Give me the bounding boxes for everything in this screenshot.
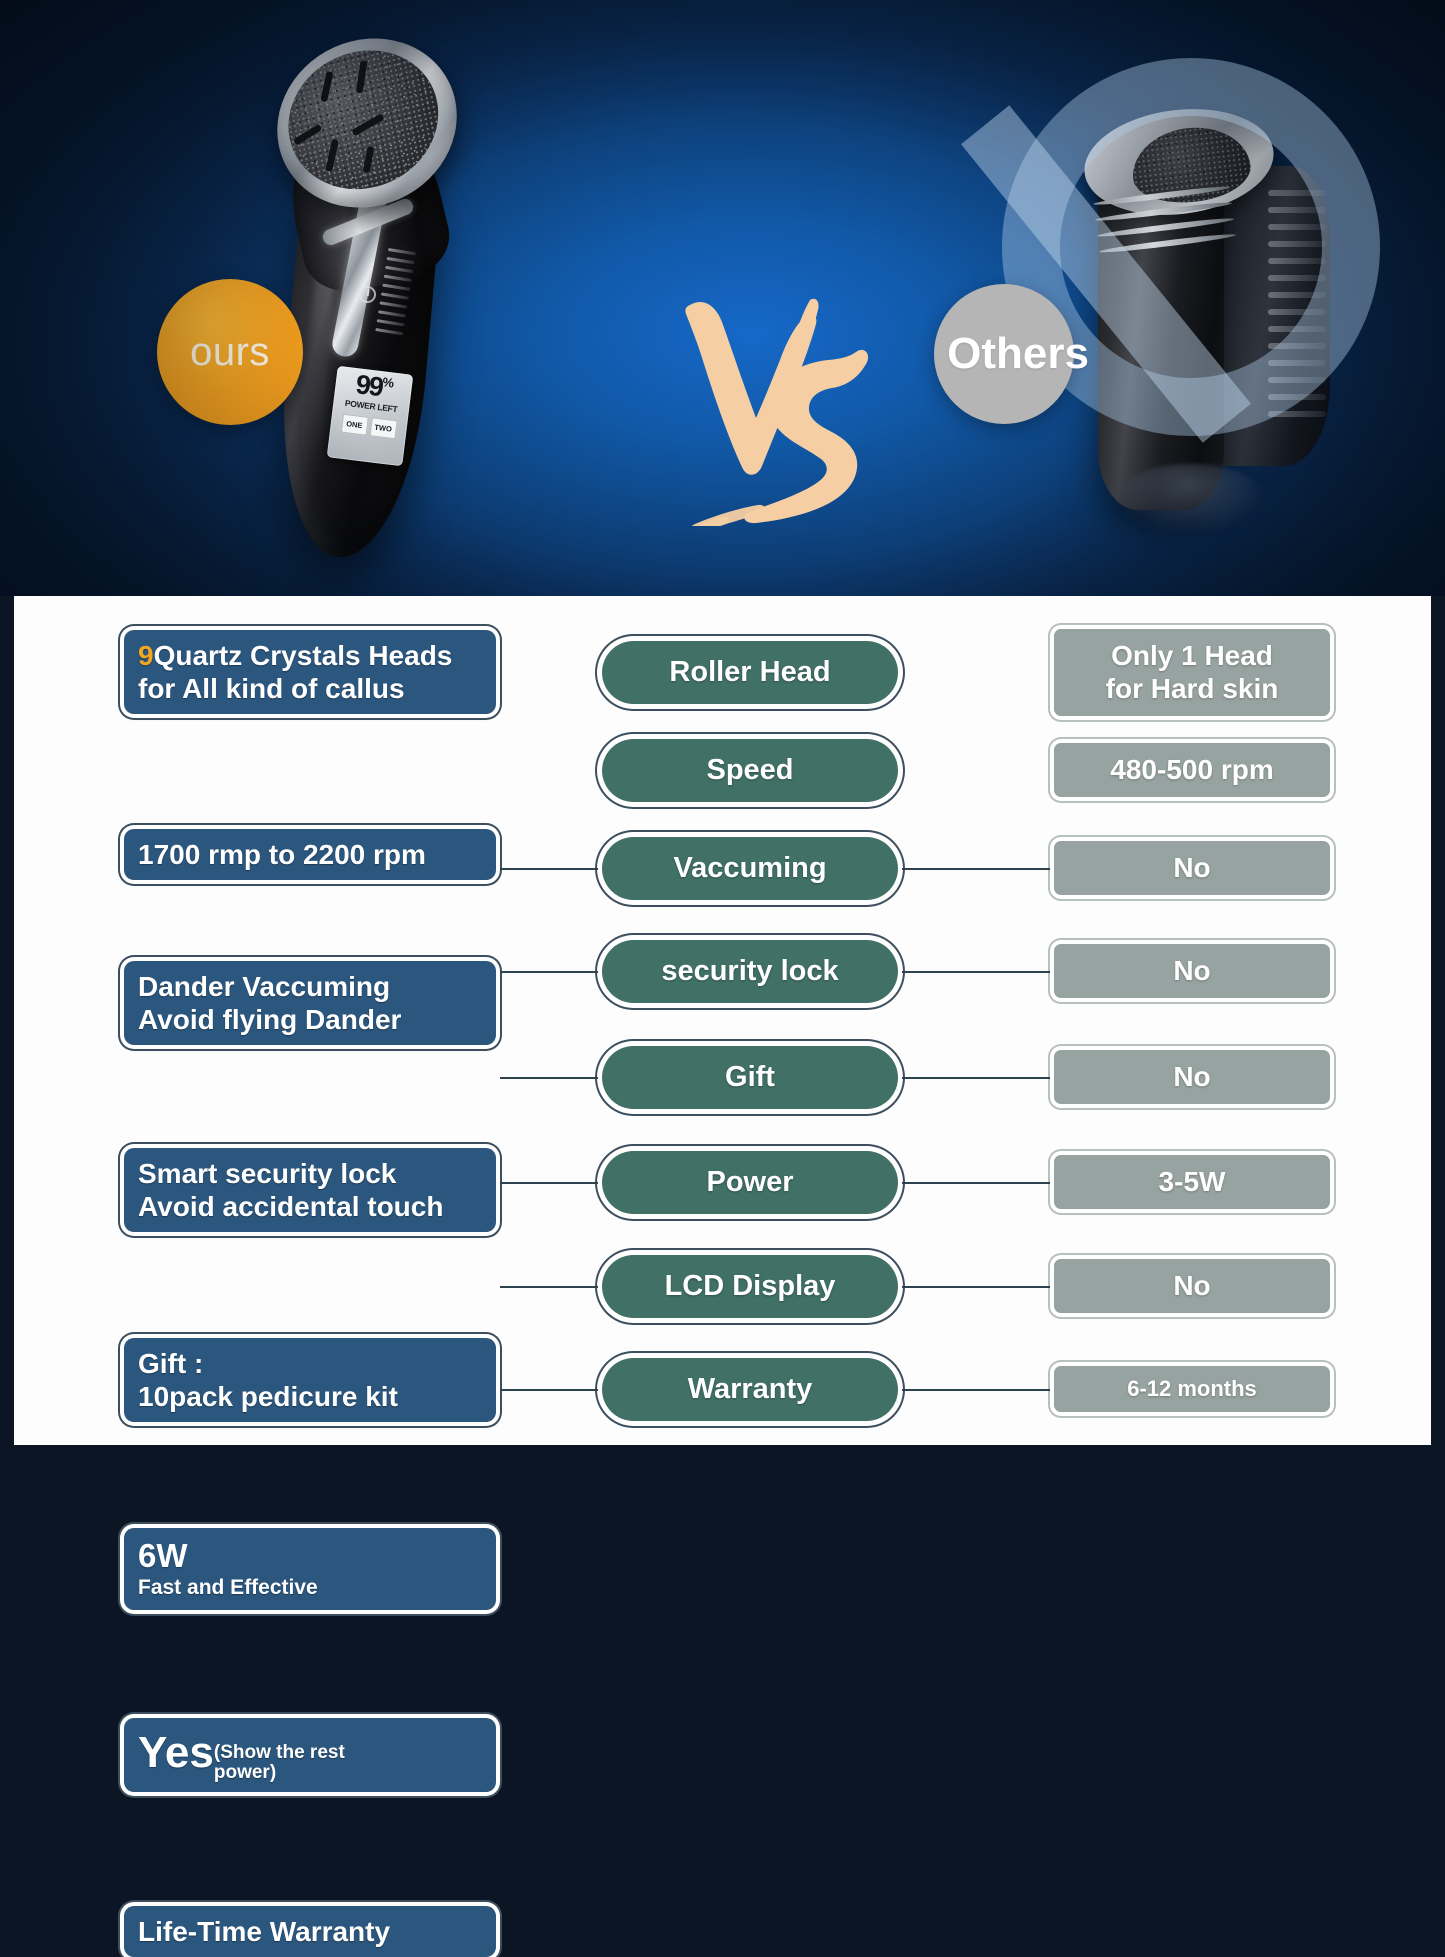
connector-right-6 [902,1286,1050,1288]
ours-value-main: Yes [138,1727,214,1777]
ours-value-5: 6W Fast and Effective [124,1528,496,1610]
others-badge-label: Others [947,329,1089,378]
feature-label-6: LCD Display [602,1254,898,1318]
ours-value-4: Gift :10pack pedicure kit [124,1338,496,1423]
others-value-line-0: No [1173,852,1211,883]
others-value-line-0: 3-5W [1158,1166,1226,1197]
feature-label-1: Speed [602,738,898,802]
feature-label-5: Power [602,1150,898,1214]
connector-left-4 [500,1077,598,1079]
ours-value-line-0: 1700 rmp to 2200 rpm [138,838,426,870]
others-value-6: No [1054,1259,1330,1313]
connector-right-3 [902,971,1050,973]
connector-left-2 [500,868,598,870]
others-value-2: No [1054,841,1330,895]
others-value-line-0: No [1173,1061,1211,1092]
connector-left-7 [500,1389,598,1391]
ours-value-line-0: Smart security lock [138,1158,397,1190]
connector-left-6 [500,1286,598,1288]
others-value-0: Only 1 Head for Hard skin [1054,628,1330,716]
feature-label-4: Gift [602,1045,898,1109]
ours-value-line-0: Dander Vaccuming [138,971,391,1003]
ours-badge-label: ours [190,329,270,374]
others-value-line-0: No [1173,1270,1211,1301]
others-value-5: 3-5W [1054,1155,1330,1209]
ours-badge: ours [157,279,303,425]
ours-value-line-1: for All kind of callus [138,673,405,705]
ours-value-main: 6W [138,1537,188,1575]
connector-right-7 [902,1389,1050,1391]
feature-label-2: Vaccuming [602,836,898,900]
connector-right-2 [902,868,1050,870]
vs-brush-mark [660,276,890,541]
connector-left-3 [500,971,598,973]
ours-value-line-1: 10pack pedicure kit [138,1381,398,1413]
others-value-line-0: 6-12 months [1127,1376,1257,1401]
others-device-grill [1268,190,1332,442]
lcd-percent-symbol: % [381,374,393,391]
ours-value-note: (Show the rest power) [213,1741,345,1783]
lcd-button-one: ONE [340,413,369,436]
others-device-base-glow [1116,464,1266,534]
others-value-line-0: 480-500 rpm [1110,754,1274,785]
lcd-mode-buttons: ONE TWO [333,412,405,439]
lcd-button-two: TWO [369,416,398,439]
ours-value-line-1: Avoid flying Dander [138,1004,402,1036]
ours-value-line-0: 9Quartz Crystals Heads [138,640,453,671]
feature-label-3: security lock [602,939,898,1003]
others-value-line-0: Only 1 Head [1111,639,1273,671]
ours-value-3: Smart security lock Avoid accidental touc… [124,1148,496,1233]
connector-right-4 [902,1077,1050,1079]
feature-label-7: Warranty [602,1357,898,1421]
connector-left-5 [500,1182,598,1184]
ours-value-line-1: Avoid accidental touch [138,1191,444,1223]
feature-label-0: Roller Head [602,640,898,704]
ours-value-2: Dander Vaccuming Avoid flying Dander [124,961,496,1046]
ours-value-0: 9Quartz Crystals Heads for All kind of ca… [124,630,496,715]
ours-value-7: Life-Time Warranty [124,1906,496,1957]
hero-banner: 99% POWER LEFT ONE TWO ours [0,0,1445,596]
comparison-panel: 9Quartz Crystals Heads for All kind of ca… [14,596,1431,1957]
ours-value-line-0: Gift : [138,1348,204,1380]
ours-value-1: 1700 rmp to 2200 rpm [124,828,496,880]
others-value-7: 6-12 months [1054,1366,1330,1413]
ours-value-accent: 9 [138,640,154,671]
our-product-image: 99% POWER LEFT ONE TWO [228,18,498,564]
others-value-4: No [1054,1050,1330,1104]
others-value-line-0: No [1173,955,1211,986]
ours-value-line-0: Life-Time Warranty [138,1916,391,1948]
others-product-image [1020,40,1380,540]
connector-right-5 [902,1182,1050,1184]
ours-value-sub: Fast and Effective [138,1576,318,1600]
roller-head-abrasive [276,34,451,206]
lcd-display: 99% POWER LEFT ONE TWO [326,365,414,467]
lcd-percent-value: 99 [354,369,384,403]
others-value-line-1: for Hard skin [1105,673,1279,705]
others-value-1: 480-500 rpm [1054,743,1330,797]
others-badge: Others [934,284,1089,424]
others-value-3: No [1054,944,1330,998]
ours-value-6: Yes (Show the rest power) [124,1717,496,1792]
